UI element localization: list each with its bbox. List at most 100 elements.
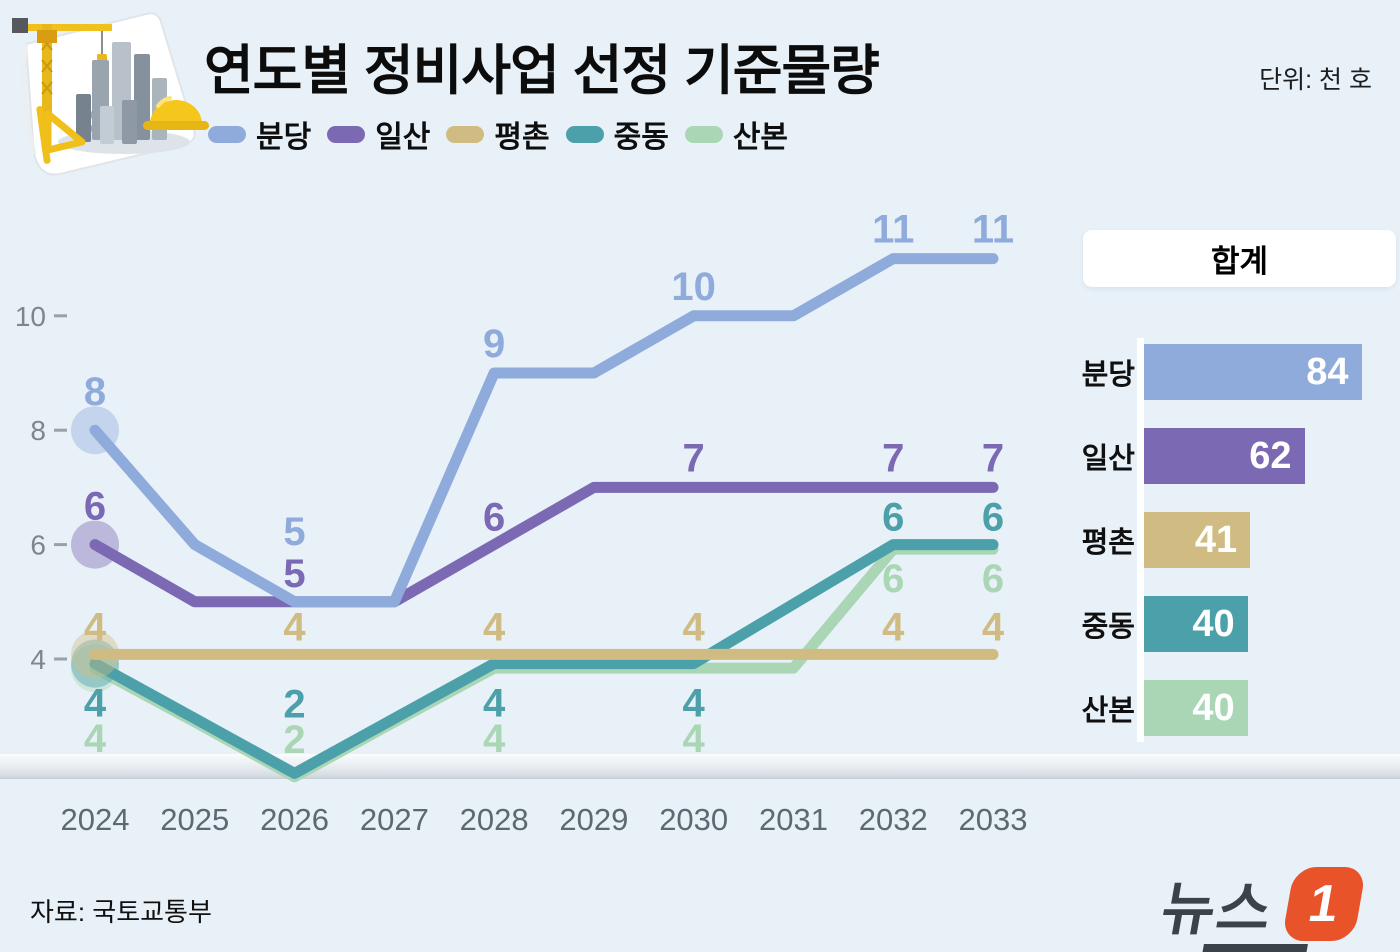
x-axis-label-2030: 2030 — [659, 802, 728, 837]
data-label-pyeongchon-2030: 4 — [683, 605, 706, 649]
legend-item-jungdong: 중동 — [565, 112, 669, 156]
total-bar-sanbon: 40 — [1144, 680, 1248, 736]
data-label-sanbon-2033: 6 — [982, 557, 1004, 601]
data-label-pyeongchon-2026: 4 — [283, 605, 306, 649]
data-label-ilsan-2030: 7 — [683, 436, 705, 480]
news1-logo-number: 1 — [1304, 875, 1344, 933]
data-label-jungdong-2032: 6 — [882, 496, 904, 540]
data-label-ilsan-2024: 6 — [84, 485, 106, 529]
chart-floor-band — [0, 754, 1400, 779]
news1-logo: 뉴스 1 — [1156, 862, 1368, 952]
total-bar-pyeongchon: 41 — [1144, 512, 1251, 568]
total-row-bundang: 분당 84 — [1060, 344, 1362, 400]
series-line-bundang — [89, 253, 999, 608]
legend-swatch-pyeongchon — [446, 125, 485, 143]
construction-illustration-icon — [12, 12, 209, 176]
totals-title: 합계 — [1083, 230, 1396, 287]
data-label-jungdong-2026: 2 — [283, 682, 305, 726]
news1-logo-underline — [1202, 944, 1309, 952]
y-tick-label-6: 6 — [30, 530, 46, 561]
x-axis-label-2031: 2031 — [759, 802, 828, 837]
data-label-sanbon-2032: 6 — [882, 557, 904, 601]
x-axis-label-2029: 2029 — [559, 802, 628, 837]
news1-logo-number-badge: 1 — [1281, 867, 1367, 941]
legend-label-jungdong: 중동 — [613, 121, 669, 154]
page-title: 연도별 정비사업 선정 기준물량 — [204, 41, 880, 101]
legend-label-bundang: 분당 — [256, 121, 312, 154]
x-axis-label-2028: 2028 — [460, 802, 529, 837]
data-label-pyeongchon-2024: 4 — [84, 605, 107, 649]
x-axis-label-2025: 2025 — [160, 802, 229, 837]
y-tick-label-8: 8 — [30, 415, 46, 446]
data-label-sanbon-2024: 4 — [84, 717, 107, 761]
total-bar-ilsan: 62 — [1144, 428, 1305, 484]
total-bar-value-bundang: 84 — [1306, 350, 1349, 393]
legend-swatch-sanbon — [684, 125, 723, 143]
hardhat-icon — [143, 96, 209, 130]
y-tick-label-4: 4 — [30, 644, 46, 675]
data-label-sanbon-2030: 4 — [683, 717, 706, 761]
total-row-jungdong: 중동 40 — [1060, 596, 1248, 652]
data-label-jungdong-2024: 4 — [84, 682, 107, 726]
total-row-sanbon: 산본 40 — [1060, 680, 1248, 736]
x-axis-label-2033: 2033 — [959, 802, 1028, 837]
total-row-pyeongchon: 평촌 41 — [1060, 512, 1251, 568]
x-axis-label-2026: 2026 — [260, 802, 329, 837]
x-axis-label-2027: 2027 — [360, 802, 429, 837]
total-bar-jungdong: 40 — [1144, 596, 1248, 652]
data-label-ilsan-2028: 6 — [483, 496, 505, 540]
data-label-sanbon-2026: 2 — [283, 718, 305, 762]
y-tick-label-10: 10 — [15, 301, 46, 332]
data-label-pyeongchon-2032: 4 — [882, 605, 905, 649]
construction-illustration — [4, 2, 214, 180]
set-square-icon — [36, 106, 86, 164]
data-label-ilsan-2032: 7 — [882, 436, 904, 480]
total-bar-value-pyeongchon: 41 — [1194, 518, 1238, 561]
data-label-bundang-2026: 5 — [283, 510, 305, 554]
series-line-jungdong — [89, 539, 999, 779]
data-label-bundang-2032: 11 — [872, 208, 914, 252]
paper-curl — [20, 43, 37, 155]
data-label-sanbon-2028: 4 — [483, 717, 506, 761]
news1-logo-text: 뉴스 — [1156, 862, 1309, 952]
total-row-label-bundang: 분당 — [1081, 359, 1135, 391]
total-row-label-sanbon: 산본 — [1081, 695, 1135, 727]
totals-axis-line — [1137, 338, 1144, 742]
data-label-bundang-2033: 11 — [972, 208, 1014, 252]
legend-item-pyeongchon: 평촌 — [446, 112, 550, 156]
data-label-ilsan-2026: 5 — [283, 552, 305, 596]
series-line-ilsan — [89, 481, 999, 608]
data-label-bundang-2024: 8 — [84, 370, 106, 414]
legend: 분당 일산 평촌 중동 산본 — [208, 112, 804, 156]
total-bar-bundang: 84 — [1144, 344, 1362, 400]
data-label-jungdong-2028: 4 — [483, 682, 506, 726]
x-axis-label-2024: 2024 — [61, 802, 130, 837]
legend-label-ilsan: 일산 — [375, 121, 431, 154]
total-bar-value-ilsan: 62 — [1249, 434, 1292, 477]
legend-item-bundang: 분당 — [208, 112, 311, 156]
data-label-jungdong-2030: 4 — [683, 682, 706, 726]
data-label-jungdong-2033: 6 — [982, 496, 1004, 540]
legend-swatch-bundang — [208, 125, 246, 143]
legend-item-ilsan: 일산 — [327, 112, 430, 156]
total-row-label-ilsan: 일산 — [1081, 443, 1135, 475]
legend-swatch-ilsan — [327, 125, 366, 143]
legend-swatch-jungdong — [565, 125, 604, 143]
legend-label-sanbon: 산본 — [732, 121, 789, 154]
data-label-bundang-2030: 10 — [671, 265, 716, 309]
total-bar-value-jungdong: 40 — [1192, 602, 1235, 645]
data-label-pyeongchon-2028: 4 — [483, 605, 506, 649]
legend-label-pyeongchon: 평촌 — [494, 121, 550, 154]
data-label-pyeongchon-2033: 4 — [982, 605, 1005, 649]
news1-logo-word: 뉴스 — [1156, 877, 1279, 942]
total-row-label-jungdong: 중동 — [1081, 611, 1135, 643]
unit-label: 단위: 천 호 — [1259, 66, 1372, 94]
total-row-label-pyeongchon: 평촌 — [1081, 527, 1135, 559]
data-label-bundang-2028: 9 — [483, 322, 505, 366]
source-label: 자료: 국토교통부 — [30, 897, 212, 927]
total-bar-value-sanbon: 40 — [1192, 686, 1235, 729]
total-row-ilsan: 일산 62 — [1060, 428, 1305, 484]
data-label-ilsan-2033: 7 — [982, 436, 1004, 480]
x-axis-label-2032: 2032 — [859, 802, 928, 837]
